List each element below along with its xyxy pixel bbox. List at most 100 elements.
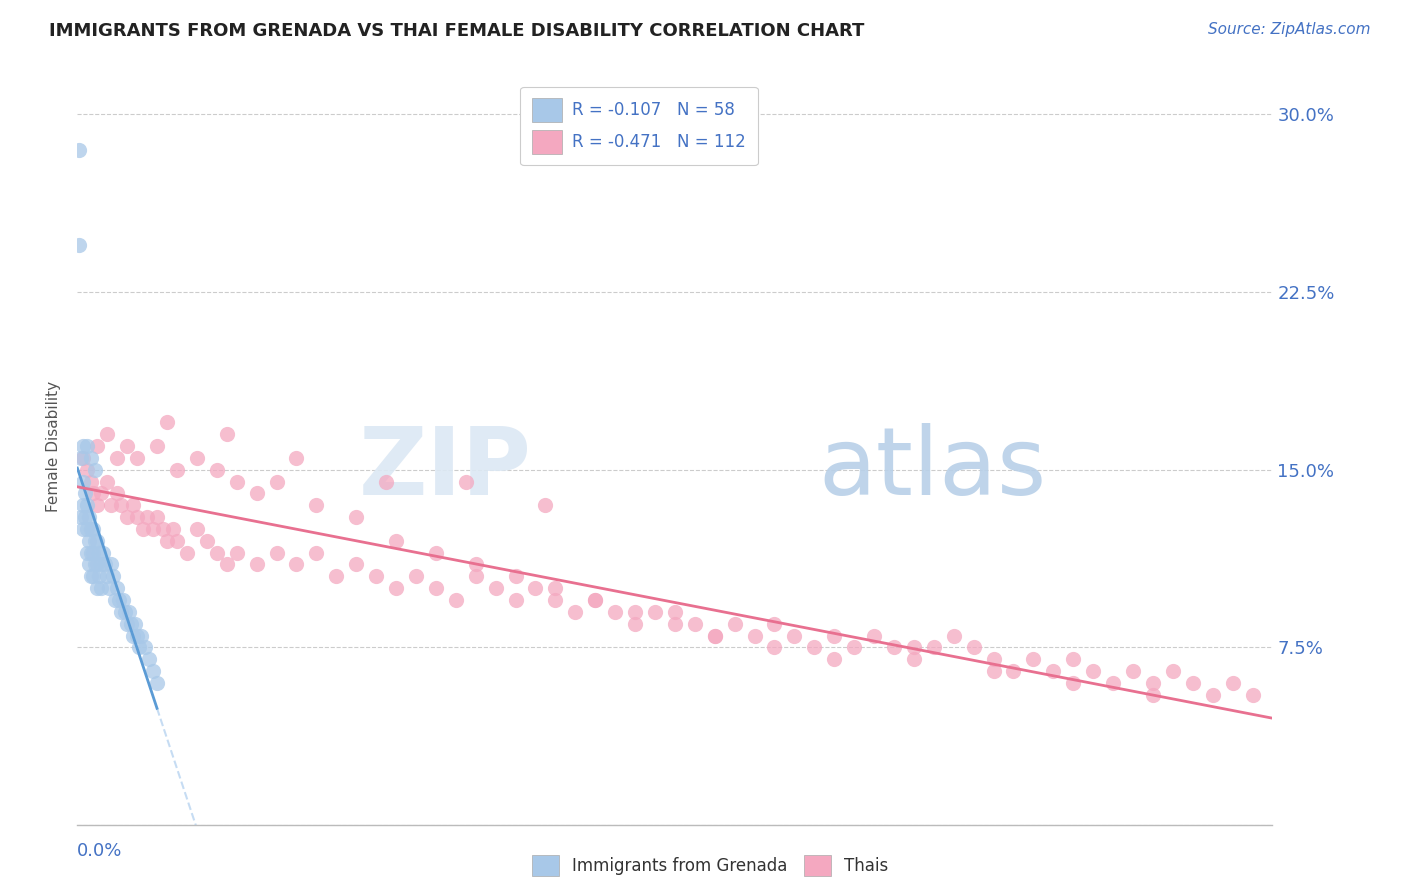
Point (79, 533, 101, 548)
Point (120, 616, 142, 631)
Point (454, 475, 477, 489)
Point (89, 546, 111, 560)
Point (1062, 652, 1084, 666)
Text: Source: ZipAtlas.com: Source: ZipAtlas.com (1208, 22, 1371, 37)
Point (122, 498, 145, 512)
Point (86, 439, 108, 453)
Point (84, 463, 107, 477)
Y-axis label: Female Disability: Female Disability (46, 380, 62, 512)
Point (118, 605, 141, 619)
Point (1161, 664, 1184, 678)
Point (127, 450, 149, 465)
Point (1122, 664, 1144, 678)
Point (215, 427, 238, 442)
Point (823, 652, 845, 666)
Point (80, 450, 103, 465)
Point (624, 616, 647, 631)
Point (305, 498, 328, 512)
Point (67, 237, 90, 252)
Point (84, 533, 107, 548)
Point (425, 581, 447, 595)
Point (425, 546, 447, 560)
Point (534, 498, 557, 512)
Point (922, 640, 945, 655)
Point (176, 546, 198, 560)
Point (96, 427, 118, 442)
Point (664, 616, 686, 631)
Text: ZIP: ZIP (359, 423, 531, 515)
Point (136, 510, 159, 524)
Point (464, 569, 486, 583)
Point (215, 558, 238, 572)
Point (86, 558, 108, 572)
Point (963, 640, 986, 655)
Point (683, 616, 706, 631)
Point (86, 533, 108, 548)
Point (162, 522, 184, 536)
Point (444, 593, 467, 607)
Point (583, 593, 606, 607)
Point (783, 628, 806, 642)
Point (132, 522, 155, 536)
Point (127, 628, 149, 642)
Point (115, 616, 138, 631)
Point (108, 593, 131, 607)
Point (385, 533, 408, 548)
Point (90, 486, 112, 500)
Point (844, 640, 866, 655)
Point (1083, 664, 1105, 678)
Point (72, 475, 94, 489)
Point (863, 628, 886, 642)
Point (86, 498, 108, 512)
Point (1241, 688, 1264, 702)
Point (266, 475, 288, 489)
Point (186, 450, 208, 465)
Point (583, 593, 606, 607)
Point (664, 605, 686, 619)
Point (127, 510, 149, 524)
Point (80, 569, 103, 583)
Point (110, 498, 132, 512)
Point (225, 475, 247, 489)
Legend: Immigrants from Grenada, Thais: Immigrants from Grenada, Thais (526, 848, 894, 882)
Point (152, 522, 174, 536)
Point (76, 463, 98, 477)
Point (375, 475, 398, 489)
Point (80, 522, 103, 536)
Point (724, 616, 747, 631)
Point (166, 463, 188, 477)
Point (285, 558, 308, 572)
Point (134, 640, 156, 655)
Point (1181, 676, 1204, 690)
Point (100, 498, 122, 512)
Point (94, 558, 117, 572)
Point (84, 558, 107, 572)
Point (942, 628, 965, 642)
Point (146, 676, 169, 690)
Point (564, 605, 586, 619)
Legend: R = -0.107   N = 58, R = -0.471   N = 112: R = -0.107 N = 58, R = -0.471 N = 112 (520, 87, 758, 165)
Point (1142, 676, 1164, 690)
Point (524, 581, 547, 595)
Point (146, 510, 169, 524)
Point (114, 605, 136, 619)
Point (156, 533, 179, 548)
Point (67, 143, 90, 157)
Point (763, 640, 786, 655)
Point (763, 616, 786, 631)
Point (103, 569, 124, 583)
Point (644, 605, 666, 619)
Point (82, 546, 104, 560)
Point (128, 640, 150, 655)
Point (205, 546, 228, 560)
Point (1022, 652, 1045, 666)
Point (624, 605, 647, 619)
Point (105, 450, 128, 465)
Point (1142, 688, 1164, 702)
Point (115, 510, 138, 524)
Point (110, 605, 132, 619)
Point (79, 558, 101, 572)
Point (166, 533, 188, 548)
Point (195, 533, 218, 548)
Point (1062, 676, 1084, 690)
